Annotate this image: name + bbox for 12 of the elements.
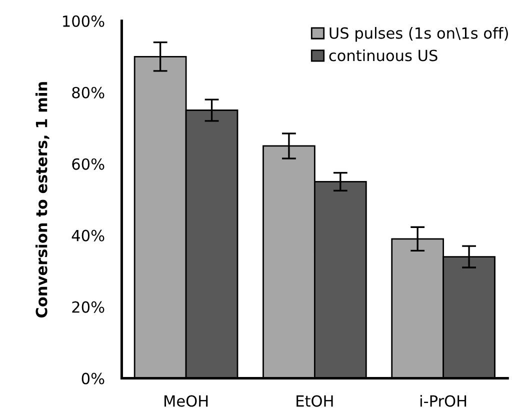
legend-label: US pulses (1s on\1s off): [330, 27, 508, 42]
y-tick-label: 80%: [72, 86, 104, 98]
y-tick-label: 100%: [63, 15, 104, 27]
x-tick-label: EtOH: [296, 395, 333, 407]
legend-label: continuous US: [329, 49, 438, 62]
y-axis-title: Conversion to esters, 1 min: [35, 82, 50, 318]
x-tick-label: MeOH: [164, 395, 208, 407]
x-tick-label: i-PrOH: [420, 394, 466, 407]
y-tick-label: 20%: [72, 301, 104, 313]
y-tick-label: 0%: [82, 372, 104, 384]
y-tick-label: 40%: [72, 230, 104, 242]
y-tick-label: 60%: [72, 158, 104, 170]
